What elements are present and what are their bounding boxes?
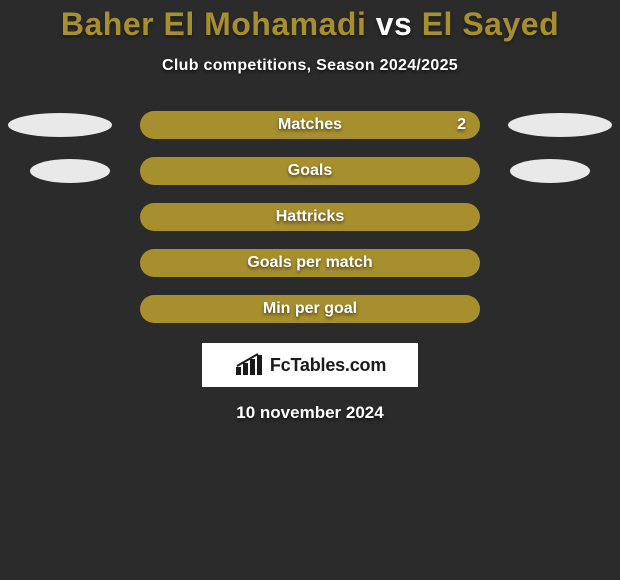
subtitle: Club competitions, Season 2024/2025: [0, 57, 620, 75]
badge-logo-icon: [234, 353, 264, 377]
stat-value: 2: [457, 116, 466, 134]
right-ellipse: [510, 159, 590, 183]
stat-label: Goals: [140, 162, 480, 180]
comparison-card: Baher El Mohamadi vs El Sayed Club compe…: [0, 0, 620, 423]
stat-bar: Goals per match: [140, 249, 480, 277]
stat-bar: Min per goal: [140, 295, 480, 323]
player1-name: Baher El Mohamadi: [61, 6, 366, 42]
date-text: 10 november 2024: [0, 403, 620, 423]
stat-bar: Matches 2: [140, 111, 480, 139]
stat-label: Min per goal: [140, 300, 480, 318]
badge-text: FcTables.com: [270, 355, 386, 376]
stat-bar: Goals: [140, 157, 480, 185]
stat-row-min-per-goal: Min per goal: [0, 295, 620, 323]
stat-row-matches: Matches 2: [0, 111, 620, 139]
stat-bar: Hattricks: [140, 203, 480, 231]
page-title: Baher El Mohamadi vs El Sayed: [0, 6, 620, 43]
stat-row-hattricks: Hattricks: [0, 203, 620, 231]
stat-rows: Matches 2 Goals Hattricks Goals per matc…: [0, 111, 620, 323]
player2-name: El Sayed: [422, 6, 559, 42]
right-ellipse: [508, 113, 612, 137]
stat-row-goals: Goals: [0, 157, 620, 185]
left-ellipse: [8, 113, 112, 137]
stat-label: Hattricks: [140, 208, 480, 226]
left-ellipse: [30, 159, 110, 183]
stat-label: Goals per match: [140, 254, 480, 272]
stat-row-goals-per-match: Goals per match: [0, 249, 620, 277]
title-vs: vs: [376, 6, 413, 42]
source-badge: FcTables.com: [202, 343, 418, 387]
badge-container: FcTables.com: [0, 343, 620, 387]
stat-label: Matches: [140, 116, 480, 134]
